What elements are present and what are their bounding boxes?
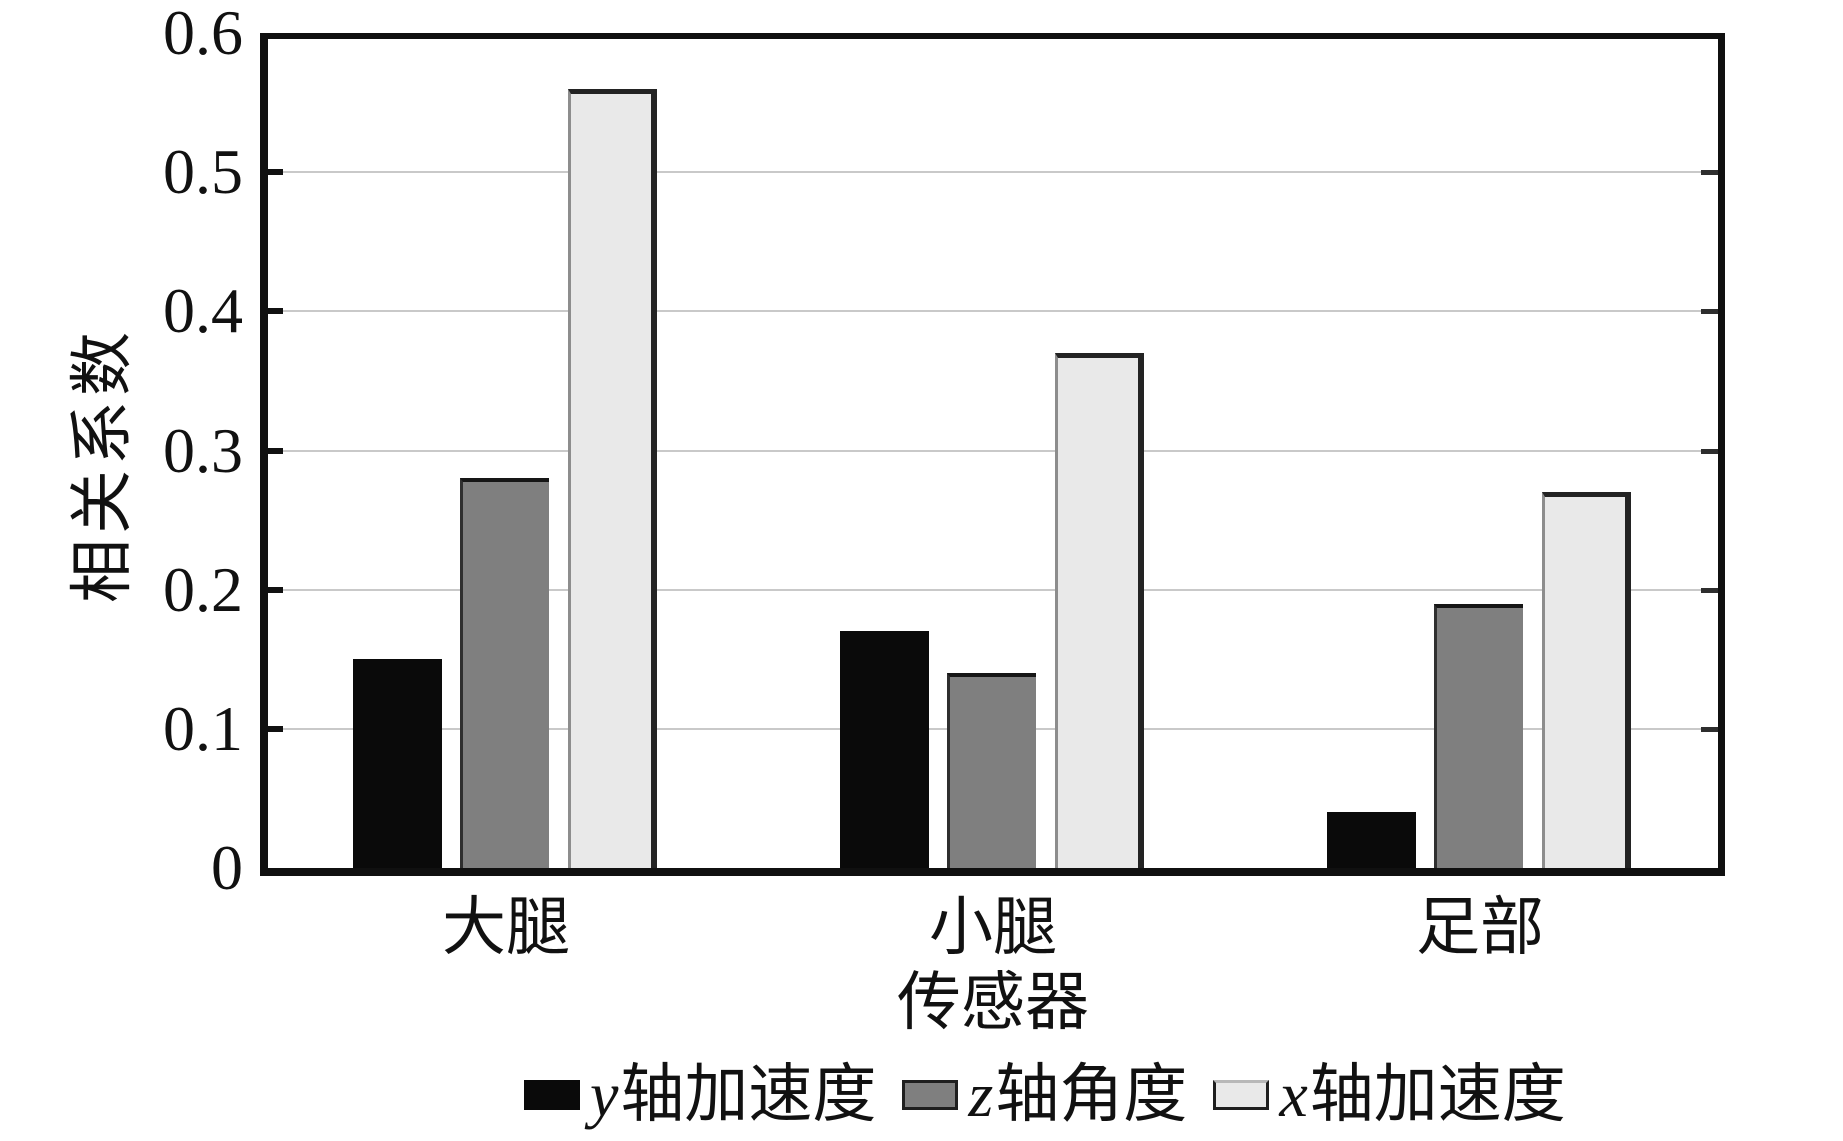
bar-z轴角度-小腿	[947, 673, 1036, 872]
legend-item: y轴加速度	[524, 1060, 876, 1130]
y-tick-label: 0.1	[163, 693, 243, 764]
legend-item: x轴加速度	[1213, 1059, 1566, 1130]
gridline	[268, 310, 1718, 312]
y-tick-label: 0.2	[163, 554, 243, 625]
x-tick-label: 小腿	[929, 892, 1057, 963]
y-tick-label: 0.5	[163, 136, 243, 207]
gridline	[268, 589, 1718, 591]
bar-x轴加速度-小腿	[1055, 353, 1144, 872]
bar-z轴角度-大腿	[460, 478, 549, 872]
y-axis-tick-right	[1701, 727, 1718, 732]
y-tick-label: 0.3	[163, 415, 243, 486]
y-tick-label: 0	[211, 832, 243, 903]
legend-swatch-icon	[902, 1080, 959, 1110]
y-axis-tick	[268, 587, 283, 593]
legend-label: z轴角度	[968, 1059, 1188, 1130]
bar-z轴角度-足部	[1434, 604, 1523, 872]
legend-label: x轴加速度	[1279, 1059, 1566, 1130]
y-tick-label: 0.4	[163, 275, 243, 346]
y-axis-tick-right	[1701, 309, 1718, 314]
legend: y轴加速度 z轴角度 x轴加速度	[524, 1054, 1566, 1136]
bar-x轴加速度-大腿	[568, 89, 657, 872]
legend-label: y轴加速度	[590, 1059, 877, 1130]
y-tick-label: 0.6	[163, 0, 243, 68]
x-tick-label: 大腿	[442, 892, 570, 963]
y-axis-tick-right	[1701, 588, 1718, 593]
x-tick-label: 足部	[1416, 892, 1544, 963]
bar-y轴加速度-大腿	[353, 659, 442, 872]
bar-y轴加速度-小腿	[840, 631, 929, 872]
legend-swatch-icon	[524, 1080, 580, 1110]
gridline	[268, 450, 1718, 452]
y-axis-tick	[268, 308, 283, 314]
legend-item: z轴角度	[902, 1060, 1187, 1130]
y-axis-tick	[268, 169, 283, 175]
legend-swatch-icon	[1213, 1080, 1270, 1110]
y-axis-tick-right	[1701, 449, 1718, 454]
y-axis-tick	[268, 726, 283, 732]
bar-x轴加速度-足部	[1542, 492, 1631, 872]
gridline	[268, 171, 1718, 173]
y-axis-tick-right	[1701, 170, 1718, 175]
x-axis-title: 传感器	[897, 967, 1089, 1038]
bar-y轴加速度-足部	[1327, 812, 1416, 872]
y-axis-tick	[268, 448, 283, 454]
